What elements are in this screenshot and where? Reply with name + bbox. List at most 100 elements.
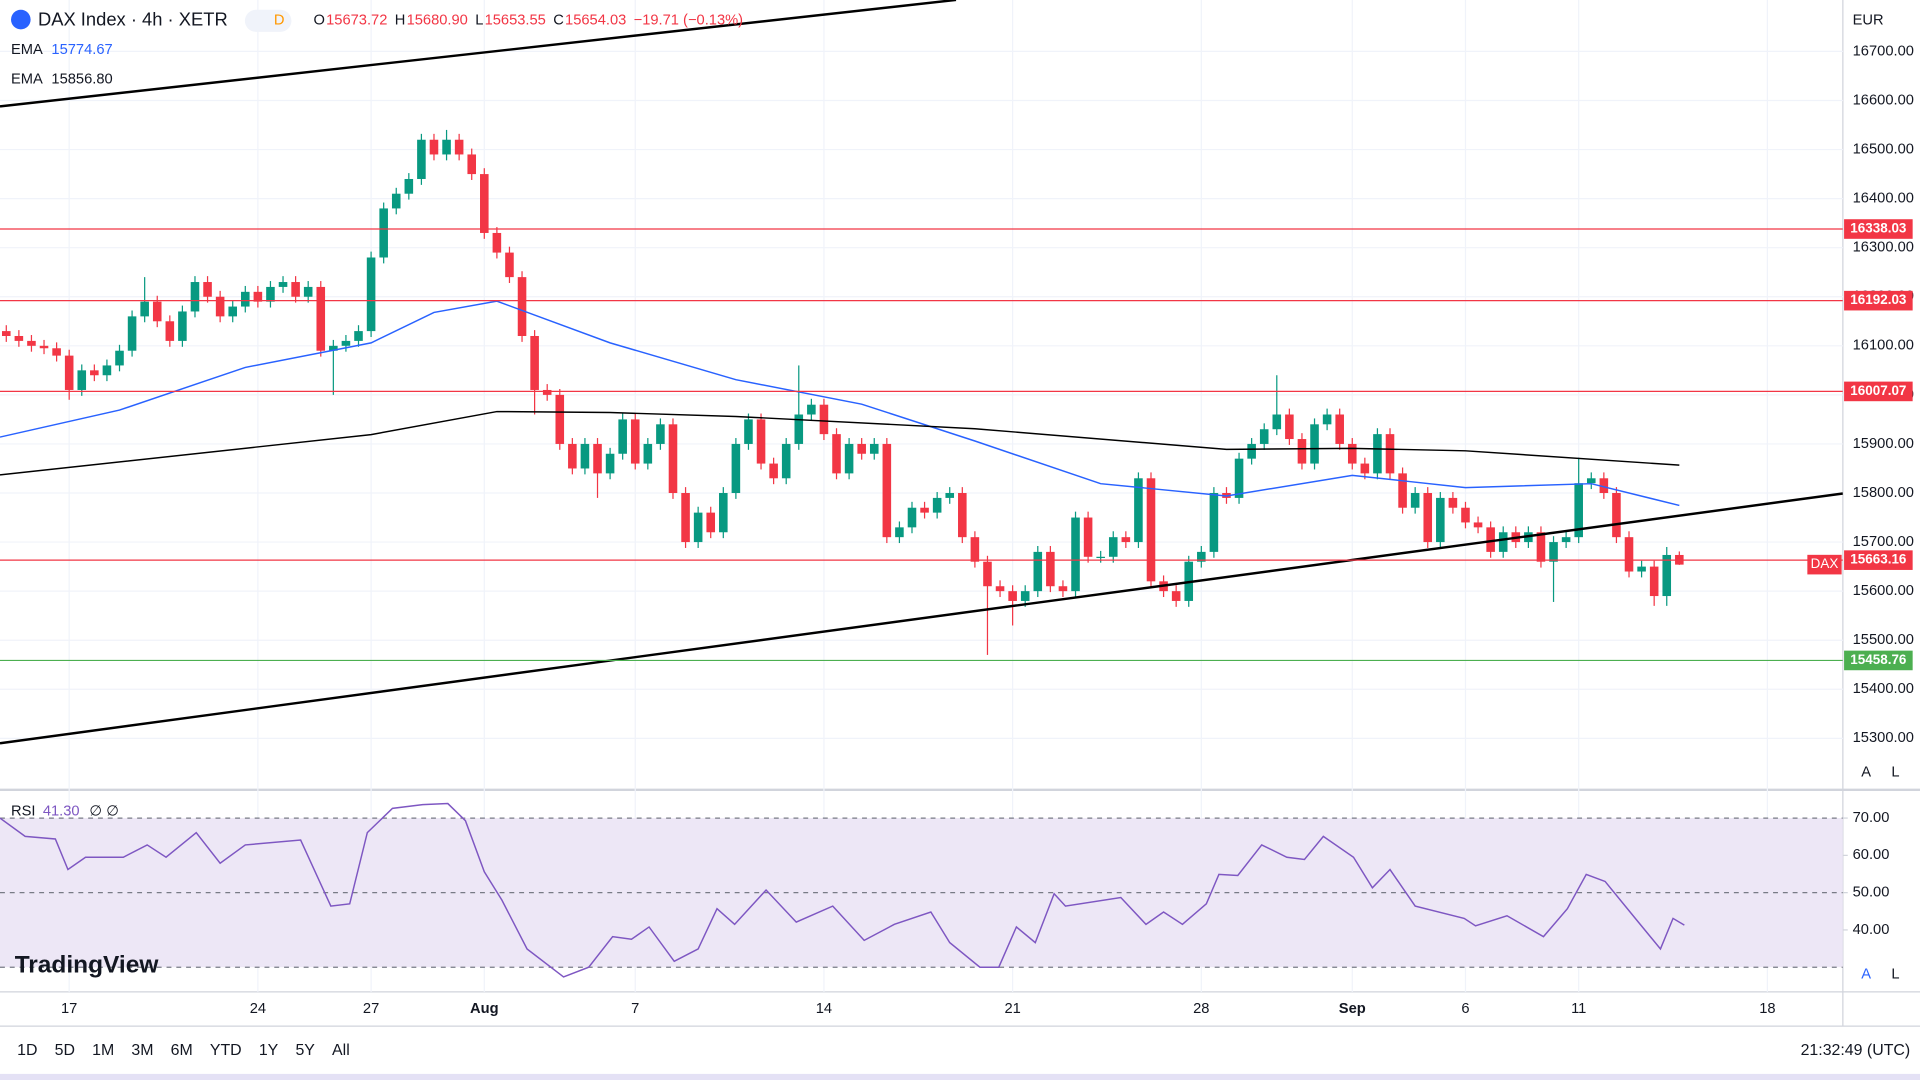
- candle-body: [429, 139, 439, 155]
- interval-button[interactable]: 5Y: [295, 1042, 315, 1059]
- candle-body: [1486, 527, 1495, 552]
- rsi-title: RSI: [11, 804, 35, 820]
- candle-body: [241, 291, 250, 307]
- candle-body: [291, 282, 300, 297]
- y-tick-label: 15600.00: [1853, 583, 1914, 599]
- x-tick-label: 6: [1461, 1001, 1469, 1017]
- candle-body: [555, 394, 565, 444]
- candle-body: [1146, 478, 1156, 582]
- candle-body: [127, 316, 137, 351]
- candle-body: [442, 139, 451, 155]
- scale-button[interactable]: A: [1861, 765, 1871, 781]
- candle-body: [819, 404, 829, 435]
- scale-button[interactable]: A: [1861, 967, 1871, 983]
- candle-body: [1637, 566, 1646, 572]
- y-tick-label: 16300.00: [1853, 240, 1914, 256]
- candle-body: [1662, 554, 1672, 597]
- candle-body: [1209, 493, 1219, 552]
- rsi-value: 41.30: [43, 804, 80, 820]
- candle-body: [2, 331, 11, 336]
- y-tick-label: 15800.00: [1853, 485, 1914, 501]
- candle-body: [1574, 483, 1583, 538]
- price-label: 16338.03: [1850, 221, 1906, 236]
- candle-body: [769, 463, 778, 479]
- candle-body: [1285, 414, 1294, 440]
- candle-body: [1046, 551, 1055, 587]
- candle-body: [1096, 556, 1105, 559]
- y-tick-label: 70.00: [1853, 810, 1890, 826]
- candle-body: [1586, 478, 1596, 484]
- candle-body: [90, 370, 99, 376]
- candle-body: [1373, 434, 1382, 474]
- candle-body: [568, 443, 577, 469]
- price-label: 16007.07: [1850, 383, 1906, 398]
- candle-body: [920, 507, 929, 513]
- ohlc-value: 15673.72: [326, 13, 387, 29]
- trend-line: [0, 492, 1843, 745]
- candle-body: [1347, 443, 1357, 464]
- candle-body: [807, 404, 816, 415]
- candle-body: [341, 340, 351, 346]
- candle-body: [907, 507, 917, 528]
- candle-body: [1171, 591, 1181, 601]
- candle-body: [215, 296, 225, 317]
- price-label-bg: [1844, 550, 1913, 570]
- interval-button[interactable]: All: [332, 1042, 350, 1059]
- candle-body: [882, 443, 892, 538]
- scale-button[interactable]: L: [1891, 967, 1899, 983]
- badge[interactable]: D: [274, 13, 285, 29]
- currency[interactable]: EUR: [1853, 13, 1884, 29]
- candle-body: [1033, 551, 1043, 592]
- candle-body: [1259, 429, 1269, 444]
- y-tick-label: 60.00: [1853, 847, 1890, 863]
- last-tag: DAX: [1811, 556, 1839, 571]
- y-tick-label: 16100.00: [1853, 338, 1914, 354]
- last-tag-bg: [1807, 554, 1842, 575]
- interval-button[interactable]: 1Y: [259, 1042, 279, 1059]
- price-label-bg: [1844, 290, 1913, 311]
- clock: 21:32:49 (UTC): [1801, 1042, 1911, 1059]
- x-tick-label: 11: [1571, 1001, 1586, 1017]
- candle-body: [1385, 434, 1395, 474]
- candle-body: [1008, 591, 1017, 601]
- y-tick-label: 16500.00: [1853, 141, 1914, 157]
- candle-body: [303, 286, 313, 297]
- candle-body: [316, 286, 326, 351]
- candle-body: [505, 252, 514, 278]
- candle-body: [64, 355, 74, 390]
- interval-button[interactable]: 6M: [171, 1042, 193, 1059]
- interval-button[interactable]: 1D: [17, 1042, 37, 1059]
- ohlc-value: 15654.03: [565, 13, 626, 29]
- interval-button[interactable]: YTD: [210, 1042, 242, 1059]
- ema-line: [0, 410, 1680, 476]
- candle-body: [1561, 537, 1571, 543]
- interval-button[interactable]: 1M: [92, 1042, 114, 1059]
- rsi-line: [0, 802, 1685, 978]
- candle-body: [140, 301, 149, 317]
- candle-body: [266, 286, 275, 302]
- price-label: 15663.16: [1850, 552, 1906, 567]
- candle-body: [1297, 439, 1307, 464]
- candle-body: [869, 443, 879, 454]
- scale-button[interactable]: L: [1891, 765, 1899, 781]
- candle-body: [152, 301, 162, 322]
- candle-body: [1071, 517, 1080, 592]
- legend-value: 15856.80: [51, 71, 112, 87]
- interval-button[interactable]: 3M: [131, 1042, 153, 1059]
- x-tick-label: 14: [816, 1001, 832, 1017]
- interval-button[interactable]: 5D: [55, 1042, 75, 1059]
- ohlc-key: L: [475, 13, 483, 29]
- y-tick-label: 15500.00: [1853, 632, 1914, 648]
- candle-body: [706, 512, 716, 533]
- y-tick-label: 16700.00: [1853, 43, 1914, 59]
- candle-body: [744, 419, 753, 444]
- price-label-bg: [1844, 219, 1913, 239]
- x-tick-label: 27: [363, 1001, 379, 1017]
- ohlc-value: 15653.55: [485, 13, 546, 29]
- candle-body: [27, 340, 36, 346]
- candle-body: [832, 434, 841, 474]
- candle-body: [1398, 473, 1407, 508]
- candle-body: [1058, 586, 1068, 592]
- candle-body: [1536, 532, 1546, 562]
